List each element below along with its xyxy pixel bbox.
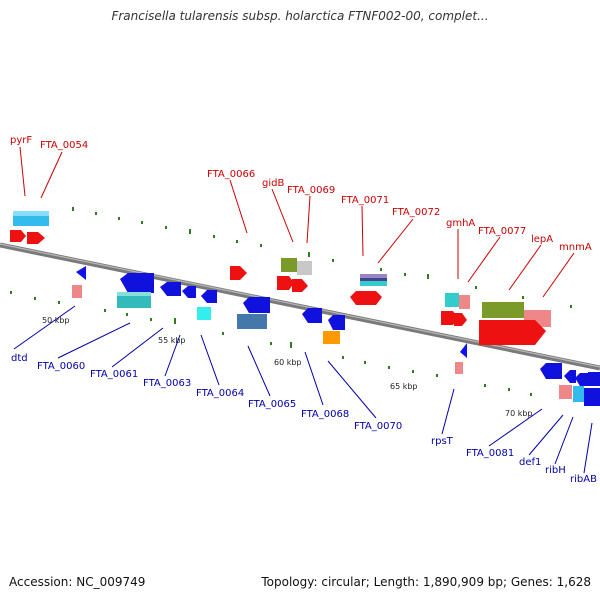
- lower-gene-labels: dtd FTA_0060 FTA_0061 FTA_0063 FTA_0064 …: [11, 353, 597, 485]
- map-title: Francisella tularensis subsp. holarctica…: [111, 9, 489, 23]
- genome-backbone: [0, 242, 600, 371]
- gene-label-lepa: lepA: [531, 234, 553, 245]
- accession-text: Accession: NC_009749: [9, 575, 146, 589]
- gene-label-def1: def1: [519, 457, 541, 468]
- gene-label-gmha: gmhA: [446, 218, 475, 229]
- gene-label-fta-0063: FTA_0063: [143, 378, 191, 389]
- scale-tick-55kbp: 55 kbp: [158, 336, 186, 345]
- gene-label-ribh: ribH: [545, 465, 566, 476]
- scale-tick-70kbp: 70 kbp: [505, 409, 533, 418]
- scale-tick-50kbp: 50 kbp: [42, 316, 70, 325]
- gene-label-pyrf: pyrF: [10, 135, 32, 146]
- gene-label-fta-0066: FTA_0066: [207, 169, 255, 180]
- gene-label-dtd: dtd: [11, 353, 28, 364]
- topology-text: Topology: circular; Length: 1,890,909 bp…: [261, 575, 591, 589]
- leader-lines: [13, 146, 593, 474]
- gene-label-fta-0064: FTA_0064: [196, 388, 244, 399]
- gene-label-mnma: mnmA: [559, 242, 592, 253]
- gene-label-fta-0054: FTA_0054: [40, 140, 88, 151]
- genes-lower: [72, 266, 600, 406]
- gene-label-fta-0065: FTA_0065: [248, 399, 296, 410]
- gene-label-fta-0070: FTA_0070: [354, 421, 402, 432]
- gene-label-fta-0061: FTA_0061: [90, 369, 138, 380]
- gene-label-fta-0060: FTA_0060: [37, 361, 85, 372]
- gene-label-fta-0069: FTA_0069: [287, 185, 335, 196]
- upper-gene-labels: pyrF FTA_0054 FTA_0066 gidB FTA_0069 FTA…: [10, 135, 592, 253]
- gene-label-fta-0068: FTA_0068: [301, 409, 349, 420]
- scale-tick-65kbp: 65 kbp: [390, 382, 418, 391]
- gene-label-rpst: rpsT: [431, 436, 454, 447]
- gene-label-ribab: ribAB: [570, 474, 597, 485]
- gene-label-fta-0081: FTA_0081: [466, 448, 514, 459]
- gene-label-fta-0077: FTA_0077: [478, 226, 526, 237]
- genome-backbone-highlight: [0, 243, 600, 368]
- genes-upper: [10, 211, 551, 345]
- gene-label-fta-0071: FTA_0071: [341, 195, 389, 206]
- tick-marks: [10, 207, 572, 396]
- gene-label-gidb: gidB: [262, 178, 284, 189]
- gene-label-fta-0072: FTA_0072: [392, 207, 440, 218]
- scale-tick-60kbp: 60 kbp: [274, 358, 302, 367]
